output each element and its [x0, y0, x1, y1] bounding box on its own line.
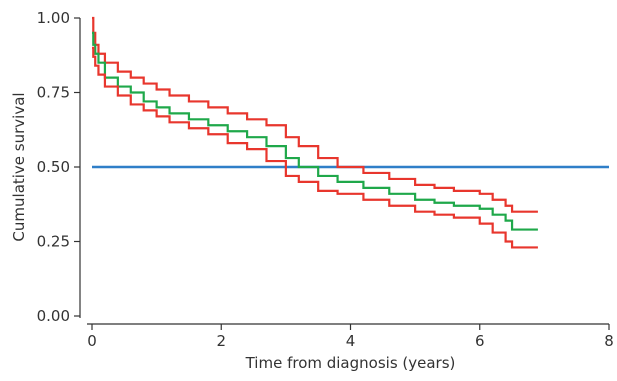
y-tick-label: 1.00	[37, 9, 70, 27]
series-line-survival-estimate	[92, 31, 538, 231]
y-tick-label: 0.00	[37, 307, 70, 325]
series-line-lower-confidence-bound	[92, 46, 538, 249]
y-tick-label: 0.25	[37, 233, 70, 251]
y-axis-ticks: 0.00 0.25 0.50 0.75 1.00	[37, 9, 80, 325]
x-axis-ticks: 0 2 4 6 8	[87, 324, 614, 350]
x-tick-label: 8	[604, 332, 614, 350]
y-tick-label: 0.75	[37, 84, 70, 102]
x-tick-label: 0	[87, 332, 97, 350]
x-tick-label: 2	[216, 332, 226, 350]
y-axis-title: Cumulative survival	[10, 92, 28, 241]
y-tick-label: 0.50	[37, 158, 70, 176]
x-tick-label: 4	[346, 332, 356, 350]
series-line-upper-confidence-bound	[92, 16, 538, 213]
x-axis-title: Time from diagnosis (years)	[245, 354, 456, 372]
x-tick-label: 6	[475, 332, 485, 350]
series-layer	[92, 16, 538, 249]
